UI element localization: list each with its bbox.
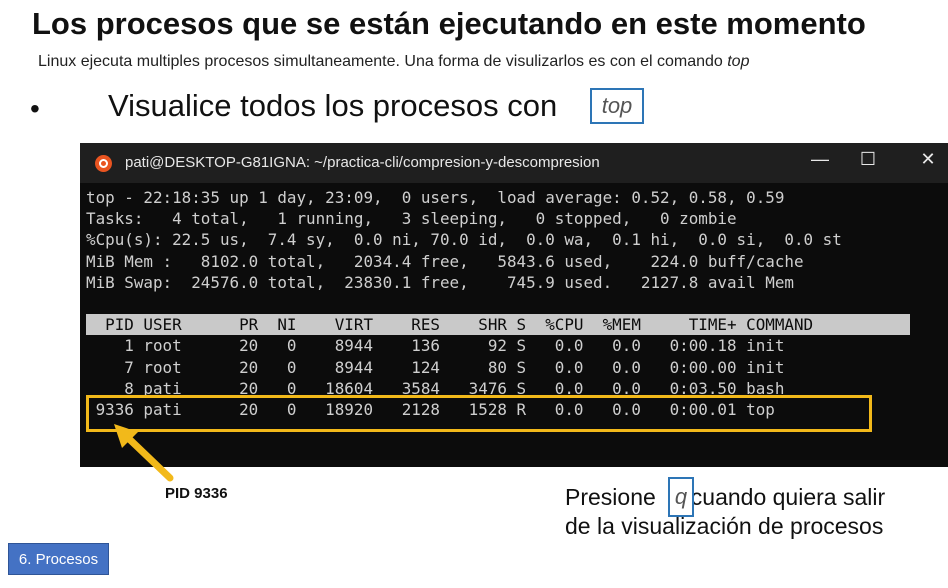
pid-label: PID 9336 [165,485,228,502]
top-tasks-line: Tasks: 4 total, 1 running, 3 sleeping, 0… [86,209,737,229]
subtitle-text: Linux ejecuta multiples procesos simulta… [38,53,728,70]
press-line-1: Presione cuando quiera salir [565,483,885,512]
maximize-button[interactable]: ☐ [859,149,877,169]
press-text-b: cuando quiera salir [690,484,886,510]
bullet-point: • [30,93,40,124]
slide-title: Los procesos que se están ejecutando en … [32,6,866,41]
process-row-top: 9336 pati 20 0 18920 2128 1528 R 0.0 0.0… [86,399,775,419]
terminal-window: pati@DESKTOP-G81IGNA: ~/practica-cli/com… [80,143,948,467]
top-uptime-line: top - 22:18:35 up 1 day, 23:09, 0 users,… [86,188,785,207]
press-line-2: de la visualización de procesos [565,513,884,539]
top-cpu-line: %Cpu(s): 22.5 us, 7.4 sy, 0.0 ni, 70.0 i… [86,230,842,250]
top-swap-line: MiB Swap: 24576.0 total, 23830.1 free, 7… [86,272,794,292]
terminal-title: pati@DESKTOP-G81IGNA: ~/practica-cli/com… [125,154,600,171]
blank-line [86,293,910,314]
q-key-box: q [668,477,694,517]
press-q-note: Presione cuando quiera salir de la visual… [565,483,885,541]
minimize-button[interactable]: — [811,149,829,169]
top-mem-line: MiB Mem : 8102.0 total, 2034.4 free, 584… [86,251,804,271]
bullet-text: Visualice todos los procesos con [108,88,558,123]
process-row: 7 root 20 0 8944 124 80 S 0.0 0.0 0:00.0… [86,357,785,377]
process-row: 1 root 20 0 8944 136 92 S 0.0 0.0 0:00.1… [86,336,785,356]
subtitle-command: top [727,53,750,70]
terminal-titlebar: pati@DESKTOP-G81IGNA: ~/practica-cli/com… [80,143,948,183]
highlight-box [86,395,872,432]
nav-tab-procesos[interactable]: 6. Procesos [8,543,109,575]
process-table-header: PID USER PR NI VIRT RES SHR S %CPU %MEM … [86,314,910,336]
terminal-output: top - 22:18:35 up 1 day, 23:09, 0 users,… [86,187,910,420]
close-button[interactable]: ✕ [920,149,936,169]
process-row: 8 pati 20 0 18604 3584 3476 S 0.0 0.0 0:… [86,378,785,398]
arrow-icon [114,424,174,482]
slide-subtitle: Linux ejecuta multiples procesos simulta… [38,53,749,71]
top-command-box: top [590,88,644,124]
press-text-a: Presione [565,484,656,510]
ubuntu-icon [95,155,112,172]
